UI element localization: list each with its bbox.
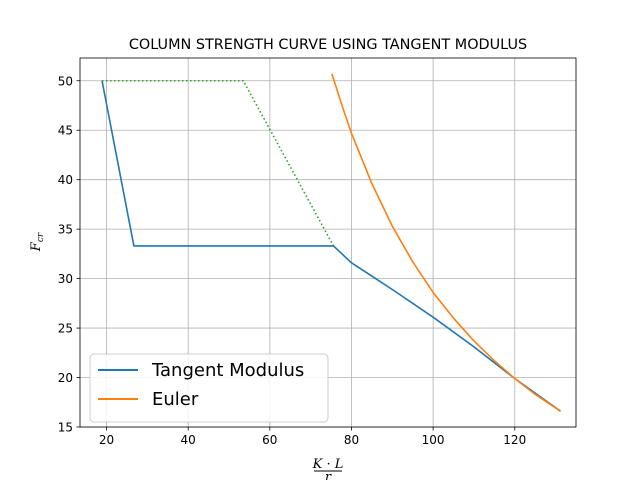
y-axis-label-main: F — [29, 241, 44, 252]
y-tick-label: 20 — [58, 371, 73, 385]
series-line-euler — [331, 73, 561, 412]
y-tick-label: 35 — [58, 223, 73, 237]
y-tick-label: 30 — [58, 272, 73, 286]
x-axis-label: K · L r — [312, 457, 344, 480]
y-axis-label-subscript: cr — [36, 232, 46, 242]
x-tick-label: 20 — [99, 433, 114, 447]
x-axis-label-denominator: r — [325, 470, 332, 480]
legend-label: Tangent Modulus — [151, 360, 304, 381]
series-layer — [101, 73, 561, 412]
tick-layer: 20 40 60 80 100 120 15 20 25 30 35 40 45 50 — [58, 74, 526, 447]
legend: Tangent Modulus Euler — [89, 353, 329, 423]
series-line-series-3 — [102, 79, 335, 247]
x-axis-label-numerator: K · L — [312, 457, 344, 472]
x-tick-label: 120 — [503, 433, 526, 447]
y-axis-label: Fcr — [29, 232, 46, 252]
chart-title: COLUMN STRENGTH CURVE USING TANGENT MODU… — [129, 37, 527, 53]
series-line-tangent-modulus — [101, 80, 561, 412]
y-tick-label: 15 — [58, 421, 73, 435]
x-tick-label: 40 — [181, 433, 196, 447]
legend-box — [89, 353, 329, 423]
y-axis-label-text: Fcr — [29, 232, 46, 252]
y-tick-label: 40 — [58, 173, 73, 187]
x-tick-label: 80 — [344, 433, 359, 447]
y-tick-label: 25 — [58, 322, 73, 336]
axes-frame — [79, 57, 577, 428]
x-tick-label: 60 — [262, 433, 277, 447]
legend-label: Euler — [152, 389, 199, 410]
x-tick-label: 100 — [422, 433, 445, 447]
y-tick-label: 45 — [58, 124, 73, 138]
y-tick-label: 50 — [58, 74, 73, 88]
